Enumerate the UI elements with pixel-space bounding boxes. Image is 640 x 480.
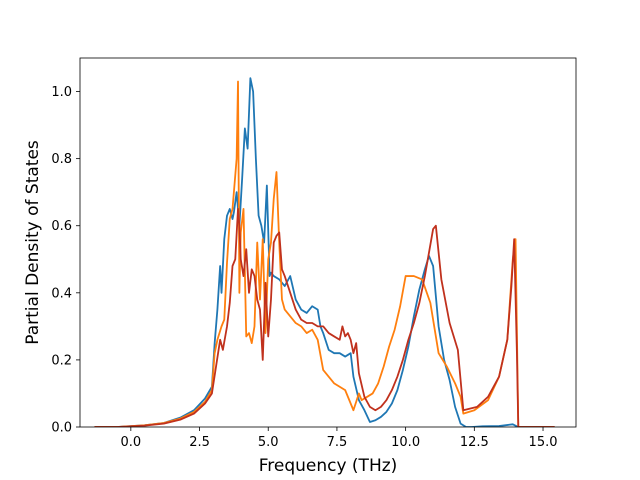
series-layer xyxy=(94,77,555,427)
x-tick-label: 5.0 xyxy=(258,435,279,450)
x-tick-label: 0.0 xyxy=(120,435,141,450)
y-tick-label: 1.0 xyxy=(51,85,72,100)
x-tick-label: 2.5 xyxy=(189,435,210,450)
series-line-2 xyxy=(94,80,555,427)
series-line-3 xyxy=(94,208,555,427)
x-tick-label: 15.0 xyxy=(529,435,558,450)
x-tick-label: 10.0 xyxy=(391,435,420,450)
x-tick-label: 7.5 xyxy=(327,435,348,450)
plot-frame xyxy=(79,57,577,428)
y-tick-label: 0.4 xyxy=(51,286,72,301)
series-line-1 xyxy=(94,77,555,427)
x-tick-label: 12.5 xyxy=(460,435,489,450)
y-axis-title: Partial Density of States xyxy=(23,140,43,345)
y-axis-ticks: 0.0 0.2 0.4 0.6 0.8 1.0 xyxy=(51,85,80,436)
y-tick-label: 0.0 xyxy=(51,421,72,436)
x-axis-ticks: 0.0 2.5 5.0 7.5 10.0 12.5 15.0 xyxy=(120,427,558,450)
x-axis-title: Frequency (THz) xyxy=(259,456,398,476)
y-tick-label: 0.6 xyxy=(51,219,72,234)
y-tick-label: 0.8 xyxy=(51,152,72,167)
y-tick-label: 0.2 xyxy=(51,353,72,368)
